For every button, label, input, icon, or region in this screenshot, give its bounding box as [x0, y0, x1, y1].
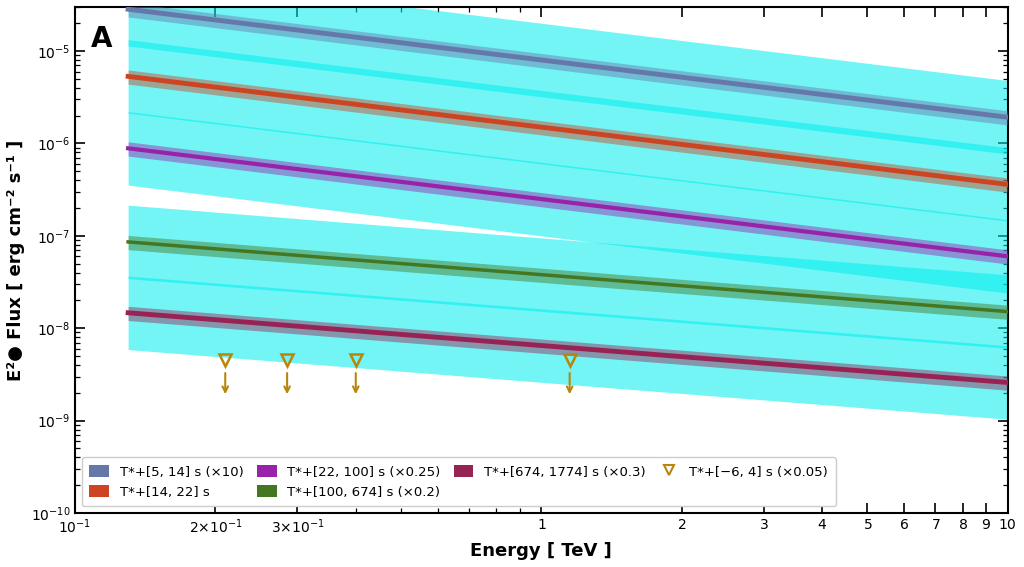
- Legend: T*+[5, 14] s (×10), T*+[14, 22] s, T*+[22, 100] s (×0.25), T*+[100, 674] s (×0.2: T*+[5, 14] s (×10), T*+[14, 22] s, T*+[2…: [82, 457, 836, 506]
- Y-axis label: E²● Flux [ erg cm⁻² s⁻¹ ]: E²● Flux [ erg cm⁻² s⁻¹ ]: [7, 139, 25, 380]
- X-axis label: Energy [ TeV ]: Energy [ TeV ]: [470, 542, 612, 560]
- Text: A: A: [91, 24, 113, 53]
